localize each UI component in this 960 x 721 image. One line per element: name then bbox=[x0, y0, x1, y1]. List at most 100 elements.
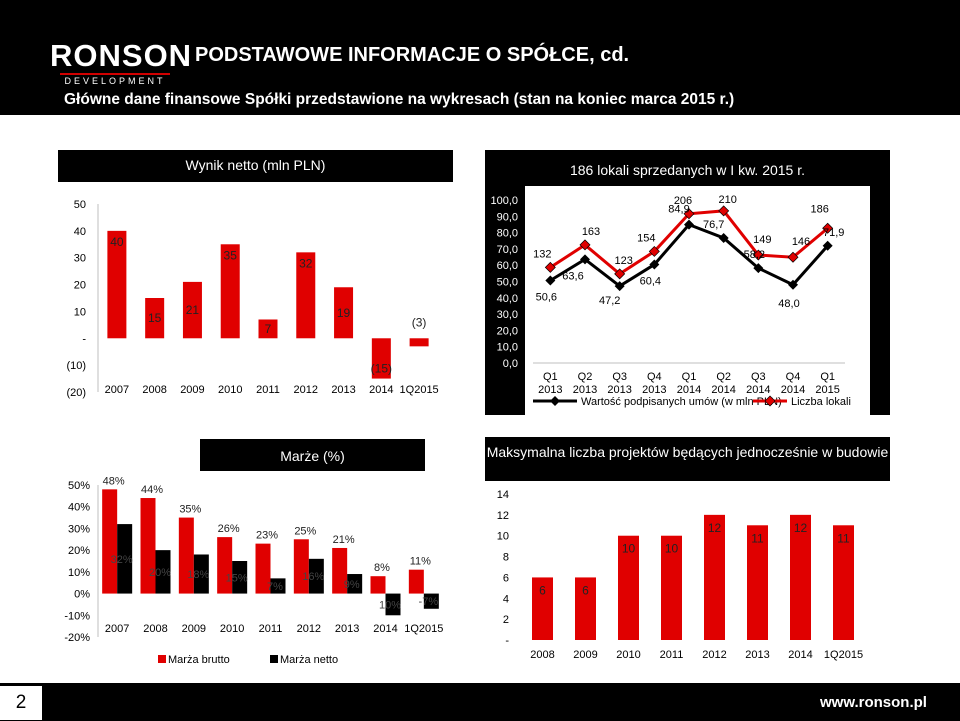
legend-label-gross: Marża brutto bbox=[168, 654, 230, 666]
bar-net bbox=[270, 578, 286, 594]
bar bbox=[409, 338, 429, 347]
bar bbox=[107, 230, 127, 339]
data-label: 7 bbox=[265, 322, 272, 336]
point-units bbox=[787, 251, 799, 263]
page-title: PODSTAWOWE INFORMACJE O SPÓŁCE, cd. bbox=[195, 44, 630, 66]
header-bar bbox=[0, 0, 960, 115]
data-label: 21 bbox=[186, 303, 200, 317]
bar-net bbox=[232, 561, 248, 594]
data-label-gross: 8% bbox=[374, 562, 390, 574]
projects-title: Maksymalna liczba projektów będących jed… bbox=[485, 437, 890, 481]
left-y-tick-label: 40,0 bbox=[497, 293, 518, 305]
x-tick-label: 2011 bbox=[256, 384, 280, 396]
point-units bbox=[822, 222, 834, 234]
bar-gross bbox=[102, 489, 118, 594]
bar-gross bbox=[370, 576, 386, 594]
point-value bbox=[684, 219, 694, 230]
right-y-tick-label: 100 bbox=[870, 286, 888, 298]
bar-net bbox=[155, 550, 171, 594]
data-label-net: 32% bbox=[111, 554, 133, 566]
data-label-units: 146 bbox=[792, 236, 810, 248]
y-tick-label: 50% bbox=[68, 480, 90, 492]
data-label-gross: 44% bbox=[141, 484, 163, 496]
bar-net bbox=[308, 558, 324, 594]
y-tick-label: 12 bbox=[497, 510, 509, 522]
units-sold-title: 186 lokali sprzedanych w I kw. 2015 r. bbox=[485, 156, 890, 184]
data-label-gross: 21% bbox=[333, 534, 355, 546]
x-tick-label: 2013 bbox=[573, 384, 597, 396]
margins-title: Marże (%) bbox=[200, 439, 425, 471]
data-label-units: 210 bbox=[718, 194, 736, 206]
data-label: 15 bbox=[148, 311, 162, 325]
y-tick-label: 10% bbox=[68, 567, 90, 579]
legend-marker-units bbox=[764, 395, 776, 407]
data-label: 10 bbox=[665, 542, 679, 556]
ronson-logo: RONSON DEVELOPMENT bbox=[50, 38, 191, 88]
bar bbox=[661, 535, 682, 640]
x-tick-label: 2010 bbox=[218, 384, 242, 396]
data-label-gross: 11% bbox=[410, 556, 431, 568]
data-label-units: 154 bbox=[637, 232, 655, 244]
x-tick-label: Q1 bbox=[543, 371, 558, 383]
bar bbox=[296, 252, 316, 339]
bar bbox=[747, 525, 768, 640]
footer-url[interactable]: www.ronson.pl bbox=[820, 694, 927, 711]
point-units bbox=[544, 261, 556, 273]
data-label-net: 7% bbox=[267, 581, 283, 593]
left-y-tick-label: 50,0 bbox=[497, 277, 518, 289]
bar bbox=[334, 287, 354, 339]
y-tick-label: 14 bbox=[497, 489, 509, 501]
y-tick-label: -10% bbox=[64, 610, 90, 622]
x-tick-label: 2012 bbox=[297, 623, 321, 635]
bar bbox=[220, 244, 240, 339]
data-label: (15) bbox=[371, 362, 392, 376]
y-tick-label: 30% bbox=[68, 523, 90, 535]
margins-chart: 50% 40% 30% 20% 10% 0% -10% -20% 48% 32% 2007 44% 20… bbox=[64, 475, 443, 666]
x-tick-label: Q1 bbox=[820, 371, 835, 383]
left-y-tick-label: 0,0 bbox=[503, 358, 518, 370]
y-tick-label: 2 bbox=[503, 614, 509, 626]
x-tick-label: 2015 bbox=[815, 384, 839, 396]
data-label-gross: 35% bbox=[179, 504, 201, 516]
logo-underline bbox=[60, 73, 170, 75]
data-label-net: 9% bbox=[344, 579, 360, 591]
data-label: 11 bbox=[837, 531, 850, 545]
y-tick-label: 40 bbox=[74, 226, 86, 238]
data-label-value: 76,7 bbox=[703, 219, 724, 231]
data-label: 12 bbox=[708, 521, 722, 535]
y-tick-label: 20% bbox=[68, 545, 90, 557]
x-tick-label: 2011 bbox=[259, 623, 283, 635]
point-units bbox=[614, 268, 626, 280]
bar-gross bbox=[140, 498, 156, 594]
bar bbox=[371, 338, 391, 379]
x-tick-label: 2008 bbox=[530, 649, 554, 661]
x-tick-label: 1Q2015 bbox=[400, 384, 439, 396]
y-tick-label: 8 bbox=[503, 552, 509, 564]
data-label-units: 123 bbox=[614, 255, 632, 267]
point-units bbox=[648, 245, 660, 257]
x-tick-label: 2014 bbox=[677, 384, 701, 396]
y-tick-label: 30 bbox=[74, 253, 86, 265]
data-label-value: 47,2 bbox=[599, 295, 620, 307]
x-tick-label: 1Q2015 bbox=[404, 623, 443, 635]
bar-net bbox=[385, 593, 401, 616]
x-tick-label: 2008 bbox=[143, 623, 167, 635]
left-y-tick-label: 80,0 bbox=[497, 228, 518, 240]
data-label: (3) bbox=[412, 315, 427, 329]
point-value bbox=[580, 254, 590, 265]
left-y-tick-label: 90,0 bbox=[497, 211, 518, 223]
y-tick-label: 10 bbox=[74, 306, 86, 318]
point-value bbox=[718, 232, 729, 243]
data-label: 32 bbox=[299, 256, 313, 270]
bar-net bbox=[423, 593, 439, 609]
data-label: 19 bbox=[337, 306, 351, 320]
data-label-units: 186 bbox=[810, 203, 828, 215]
y-tick-label: - bbox=[82, 333, 86, 345]
bar-gross bbox=[217, 537, 233, 594]
footer-bar bbox=[0, 683, 960, 721]
x-tick-label: 2013 bbox=[642, 384, 666, 396]
data-label-units: 163 bbox=[582, 226, 600, 238]
bar-net bbox=[193, 554, 209, 594]
x-tick-label: 2010 bbox=[220, 623, 244, 635]
y-tick-label: -20% bbox=[64, 632, 90, 644]
